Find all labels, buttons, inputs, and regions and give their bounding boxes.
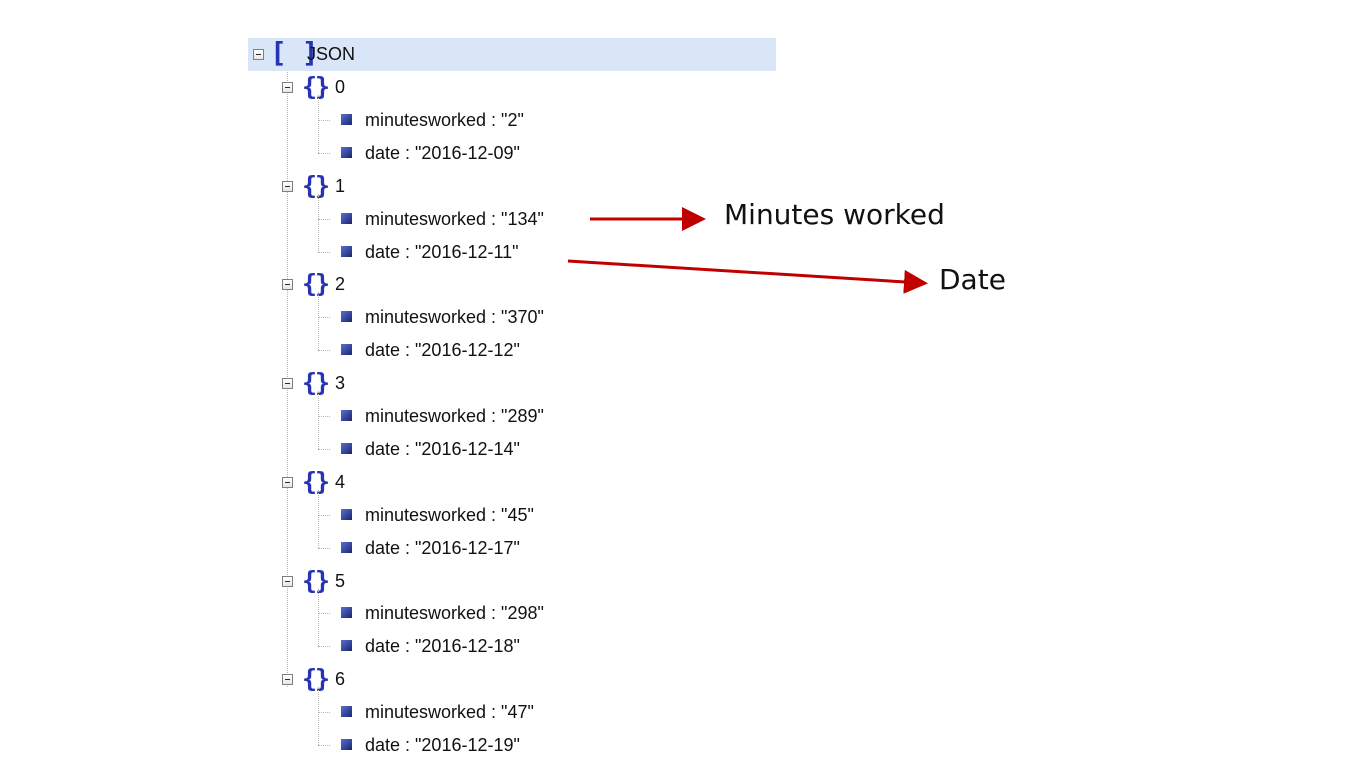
collapse-toggle-icon[interactable] [253,49,264,60]
tree-guide-line [318,448,330,450]
leaf-square-icon [341,212,352,224]
object-braces-icon: {} [302,565,330,595]
leaf-node-row[interactable]: minutesworked : "45" [328,499,588,529]
leaf-value-text: date : "2016-12-12" [365,340,520,361]
leaf-square-icon [341,739,352,750]
leaf-node-row[interactable]: date : "2016-12-11" [328,236,588,266]
root-label: JSON [307,44,356,64]
leaf-value-text: minutesworked : "2" [365,109,524,130]
object-node-row[interactable]: {} 6 [248,663,448,693]
tree-guide-line [318,218,330,220]
object-braces-icon: {} [302,72,330,101]
collapse-toggle-icon[interactable] [282,378,293,390]
object-index-label: 0 [335,77,346,97]
tree-guide-line [318,514,330,516]
collapse-toggle-icon[interactable] [282,674,293,686]
tree-guide-line [318,251,330,253]
leaf-square-icon [341,607,352,619]
leaf-square-icon [341,344,352,356]
leaf-value-text: date : "2016-12-18" [365,636,520,657]
leaf-value-text: minutesworked : "298" [365,603,544,624]
tree-guide-line [318,292,319,351]
tree-root-row[interactable]: [ ] JSON [248,38,776,71]
leaf-value-text: minutesworked : "370" [365,307,544,328]
leaf-node-row[interactable]: date : "2016-12-09" [328,137,588,167]
leaf-value-text: date : "2016-12-19" [365,735,520,755]
leaf-node-row[interactable]: date : "2016-12-19" [328,729,588,759]
leaf-node-row[interactable]: minutesworked : "134" [328,203,588,233]
leaf-value-text: minutesworked : "289" [365,406,544,426]
leaf-node-row[interactable]: minutesworked : "289" [328,400,588,430]
leaf-node-row[interactable]: minutesworked : "298" [328,597,588,627]
leaf-square-icon [341,245,352,257]
leaf-value-text: date : "2016-12-11" [365,241,519,262]
collapse-toggle-icon[interactable] [282,476,293,488]
tree-guide-line [318,95,319,153]
leaf-value-text: minutesworked : "47" [365,702,534,723]
object-index-label: 4 [335,471,346,492]
minutes-worked-annotation: Minutes worked [724,198,945,231]
object-index-label: 5 [335,570,346,591]
leaf-value-text: minutesworked : "134" [365,208,544,229]
tree-guide-line [318,745,330,746]
tree-guide-line [318,613,330,615]
object-node-row[interactable]: {} 2 [248,268,448,298]
tree-guide-line [318,547,330,549]
leaf-square-icon [341,541,352,553]
object-node-row[interactable]: {} 0 [248,71,448,101]
tree-guide-line [318,119,330,121]
object-index-label: 2 [335,274,346,295]
tree-guide-line [318,391,319,449]
leaf-node-row[interactable]: minutesworked : "2" [328,104,588,134]
object-index-label: 3 [335,373,346,394]
object-index-label: 6 [335,669,346,690]
leaf-square-icon [341,410,352,421]
tree-guide-line [318,687,319,745]
leaf-square-icon [341,640,352,652]
leaf-square-icon [341,113,352,125]
object-braces-icon: {} [302,368,330,398]
leaf-value-text: date : "2016-12-17" [365,537,520,558]
tree-guide-line [318,712,330,714]
collapse-toggle-icon[interactable] [282,279,293,291]
object-braces-icon: {} [302,466,330,496]
tree-guide-line [318,588,319,647]
leaf-node-row[interactable]: minutesworked : "370" [328,301,588,331]
json-tree-view: [ ] JSON {} 0 minutesworked : "2" date : "2… [248,38,788,763]
leaf-square-icon [341,508,352,520]
collapse-toggle-icon[interactable] [282,180,293,192]
tree-guide-line [318,416,330,417]
leaf-value-text: date : "2016-12-09" [365,142,520,163]
object-braces-icon: {} [302,269,330,299]
tree-guide-line [318,152,330,154]
leaf-node-row[interactable]: minutesworked : "47" [328,696,588,726]
collapse-toggle-icon[interactable] [282,575,293,587]
tree-guide-line [318,350,330,352]
object-braces-icon: {} [302,170,330,200]
leaf-node-row[interactable]: date : "2016-12-14" [328,433,588,463]
leaf-node-row[interactable]: date : "2016-12-18" [328,630,588,660]
leaf-square-icon [341,146,352,158]
leaf-square-icon [341,706,352,718]
tree-guide-line [318,193,319,252]
object-node-row[interactable]: {} 3 [248,367,448,397]
leaf-value-text: date : "2016-12-14" [365,438,520,459]
object-braces-icon: {} [302,664,330,694]
tree-guide-line [318,489,319,548]
leaf-value-text: minutesworked : "45" [365,504,534,525]
object-node-row[interactable]: {} 4 [248,466,448,496]
leaf-node-row[interactable]: date : "2016-12-12" [328,334,588,364]
tree-guide-line [287,62,288,687]
array-brackets-icon: [ ] [270,36,319,69]
leaf-node-row[interactable]: date : "2016-12-17" [328,532,588,562]
collapse-toggle-icon[interactable] [282,82,293,93]
object-node-row[interactable]: {} 5 [248,565,448,595]
object-index-label: 1 [335,175,346,196]
tree-guide-line [318,646,330,648]
leaf-square-icon [341,311,352,323]
tree-guide-line [318,317,330,319]
object-node-row[interactable]: {} 1 [248,170,448,200]
date-annotation: Date [939,263,1006,296]
leaf-square-icon [341,442,352,454]
